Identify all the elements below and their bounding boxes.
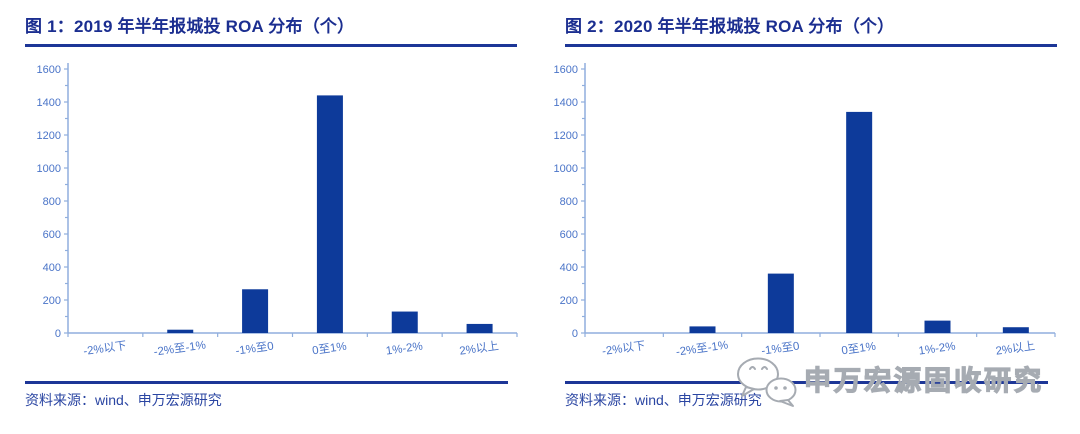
bar-chart-2019: 0 200 400 600 800 1000 1200 1400 1600 -2%以下 -2%至-1…	[37, 63, 518, 359]
source-divider	[565, 381, 1048, 384]
x-tick-label: 2%以上	[459, 339, 500, 357]
figure-title-2019: 图 1：2019 年半年报城投 ROA 分布（个）	[25, 12, 517, 47]
y-tick-label: 200	[560, 295, 578, 307]
figure-2019: 图 1：2019 年半年报城投 ROA 分布（个） 0 200 400 600 800 1…	[25, 12, 518, 408]
source-text-2020: 资料来源：wind、申万宏源研究	[565, 392, 762, 408]
bar-0至1%	[316, 95, 343, 334]
x-tick-label: -1%至0	[761, 340, 801, 357]
y-tick-label: 1400	[554, 97, 578, 109]
x-tick-label: -2%以下	[601, 339, 646, 358]
y-tick-label: 800	[560, 196, 578, 208]
bar-1%-2%	[924, 320, 951, 333]
y-tick-label: 600	[43, 229, 61, 241]
y-tick-label: 1400	[37, 97, 61, 109]
y-tick-label: 0	[55, 328, 61, 340]
x-tick-label: -1%至0	[235, 340, 275, 357]
figure-title-2020: 图 2：2020 年半年报城投 ROA 分布（个）	[565, 12, 1057, 47]
y-tick-label: 1200	[554, 130, 578, 142]
y-tick-label: 1200	[37, 130, 61, 142]
bar--2%至-1%	[167, 329, 194, 333]
x-tick-label: -2%至-1%	[153, 339, 207, 358]
y-tick-label: 1600	[554, 64, 578, 76]
y-tick-label: 200	[43, 295, 61, 307]
x-tick-label: 0至1%	[841, 341, 877, 358]
y-tick-label: 1600	[37, 64, 61, 76]
source-text-2019: 资料来源：wind、申万宏源研究	[25, 392, 222, 408]
y-tick-label: 400	[43, 262, 61, 274]
bar-chart-2020: 0 200 400 600 800 1000 1200 1400 1600 -2%以下 -2%至-1…	[554, 63, 1056, 359]
y-tick-label: 1000	[37, 163, 61, 175]
bar--2%至-1%	[689, 326, 716, 333]
bar--1%至0	[767, 273, 794, 333]
y-tick-label: 1000	[554, 163, 578, 175]
x-tick-label: 1%-2%	[918, 341, 956, 358]
bar--1%至0	[242, 289, 269, 333]
y-tick-label: 600	[560, 229, 578, 241]
bar-2%以上	[466, 323, 493, 333]
x-tick-label: 0至1%	[312, 341, 348, 358]
y-tick-label: 800	[43, 196, 61, 208]
x-tick-label: 2%以上	[995, 339, 1036, 357]
figure-2020: 图 2：2020 年半年报城投 ROA 分布（个） 0 200 400 600 800 1…	[540, 0, 1080, 434]
y-tick-label: 0	[572, 328, 578, 340]
x-tick-label: -2%以下	[83, 339, 128, 358]
source-divider	[25, 381, 508, 384]
y-tick-label: 400	[560, 262, 578, 274]
bar-0至1%	[846, 111, 873, 334]
bar-2%以上	[1002, 327, 1029, 333]
x-tick-label: -2%至-1%	[675, 339, 729, 358]
bar-1%-2%	[391, 311, 418, 333]
x-tick-label: 1%-2%	[385, 341, 423, 358]
